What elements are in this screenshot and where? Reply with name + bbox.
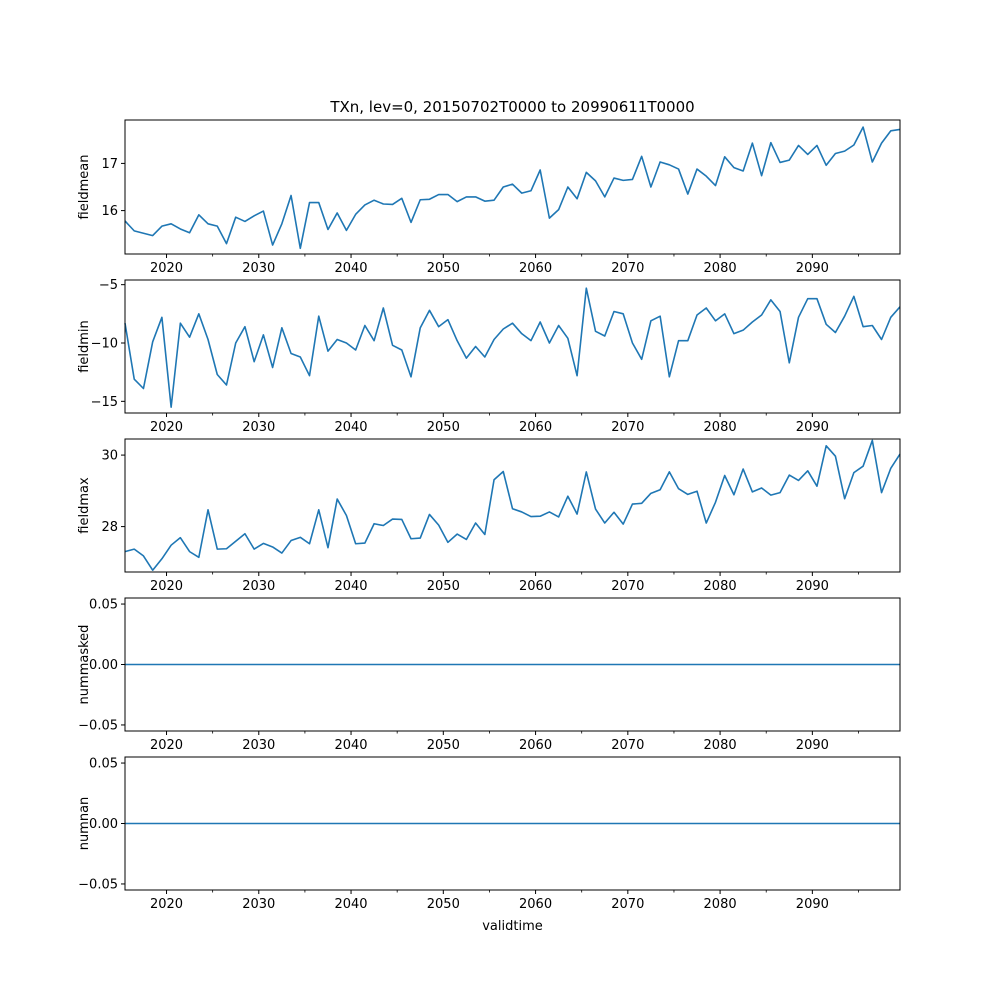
x-tick-label: 2080 bbox=[704, 420, 737, 435]
x-tick-label: 2020 bbox=[150, 261, 183, 276]
x-tick-label: 2090 bbox=[796, 579, 829, 594]
y-tick-label: 16 bbox=[101, 204, 118, 219]
series-line-fieldmean bbox=[124, 126, 901, 250]
y-tick-label: −15 bbox=[91, 395, 118, 410]
x-tick-label: 2030 bbox=[242, 420, 275, 435]
x-tick-label: 2050 bbox=[427, 261, 460, 276]
x-tick-label: 2060 bbox=[519, 579, 552, 594]
x-tick-label: 2020 bbox=[150, 738, 183, 753]
panel-fieldmin: −15 −10 −5 2020 2030 2040 2050 2060 2070 2080 2090… bbox=[77, 278, 901, 435]
axes-frame bbox=[124, 279, 901, 414]
x-tick-label: 2040 bbox=[334, 738, 367, 753]
x-tick-label: 2090 bbox=[796, 261, 829, 276]
x-tick-label: 2090 bbox=[796, 420, 829, 435]
y-axis-label: nummasked bbox=[77, 625, 92, 705]
x-tick-label: 2030 bbox=[242, 738, 275, 753]
x-tick-label: 2030 bbox=[242, 579, 275, 594]
x-tick-label: 2050 bbox=[427, 897, 460, 912]
y-tick-label: 0.00 bbox=[89, 658, 118, 673]
panels: 16 17 2020 2030 2040 2050 2060 2070 2080 2090 fiel… bbox=[77, 119, 901, 912]
x-tick-label: 2050 bbox=[427, 579, 460, 594]
x-tick-label: 2080 bbox=[704, 897, 737, 912]
x-tick-label: 2040 bbox=[334, 579, 367, 594]
chart-title: TXn, lev=0, 20150702T0000 to 20990611T00… bbox=[329, 98, 694, 116]
panel-fieldmax: 28 30 2020 2030 2040 2050 2060 2070 2080 2090 fiel… bbox=[77, 438, 901, 594]
y-tick-label: −10 bbox=[91, 337, 118, 352]
y-tick-label: 0.05 bbox=[89, 757, 118, 772]
y-tick-label: −5 bbox=[99, 278, 118, 293]
y-tick-label: 0.05 bbox=[89, 598, 118, 613]
series-line-fieldmax bbox=[124, 439, 901, 572]
x-tick-label: 2080 bbox=[704, 738, 737, 753]
x-tick-label: 2060 bbox=[519, 738, 552, 753]
axes-frame bbox=[124, 119, 901, 255]
series-line-fieldmin bbox=[124, 287, 901, 408]
x-tick-label: 2080 bbox=[704, 261, 737, 276]
x-tick-label: 2030 bbox=[242, 261, 275, 276]
y-axis-label: fieldmean bbox=[77, 155, 92, 220]
x-tick-label: 2070 bbox=[611, 420, 644, 435]
panel-fieldmean: 16 17 2020 2030 2040 2050 2060 2070 2080 2090 fiel… bbox=[77, 119, 901, 276]
x-tick-label: 2070 bbox=[611, 579, 644, 594]
x-tick-label: 2040 bbox=[334, 897, 367, 912]
x-tick-label: 2040 bbox=[334, 420, 367, 435]
x-tick-label: 2060 bbox=[519, 897, 552, 912]
x-tick-label: 2030 bbox=[242, 897, 275, 912]
x-tick-label: 2070 bbox=[611, 261, 644, 276]
x-tick-label: 2090 bbox=[796, 738, 829, 753]
panel-numnan: −0.05 0.00 0.05 2020 2030 2040 2050 2060 2070 208… bbox=[77, 756, 901, 912]
x-tick-label: 2020 bbox=[150, 897, 183, 912]
x-tick-label: 2090 bbox=[796, 897, 829, 912]
x-axis-label: validtime bbox=[482, 919, 543, 934]
axes-frame bbox=[124, 438, 901, 573]
x-tick-label: 2040 bbox=[334, 261, 367, 276]
y-axis-label: numnan bbox=[77, 797, 92, 851]
x-tick-label: 2050 bbox=[427, 420, 460, 435]
x-tick-label: 2060 bbox=[519, 420, 552, 435]
x-tick-label: 2020 bbox=[150, 420, 183, 435]
y-axis-label: fieldmax bbox=[77, 477, 92, 534]
x-tick-label: 2070 bbox=[611, 738, 644, 753]
y-tick-label: 28 bbox=[101, 520, 118, 535]
x-tick-label: 2080 bbox=[704, 579, 737, 594]
x-tick-label: 2060 bbox=[519, 261, 552, 276]
y-tick-label: −0.05 bbox=[78, 877, 118, 892]
y-tick-label: 0.00 bbox=[89, 817, 118, 832]
x-tick-label: 2020 bbox=[150, 579, 183, 594]
y-tick-label: −0.05 bbox=[78, 718, 118, 733]
y-tick-label: 17 bbox=[101, 157, 118, 172]
x-tick-label: 2070 bbox=[611, 897, 644, 912]
panel-nummasked: −0.05 0.00 0.05 2020 2030 2040 2050 2060 2070 208… bbox=[77, 597, 901, 753]
y-tick-label: 30 bbox=[101, 449, 118, 464]
x-tick-label: 2050 bbox=[427, 738, 460, 753]
y-axis-label: fieldmin bbox=[77, 320, 92, 373]
